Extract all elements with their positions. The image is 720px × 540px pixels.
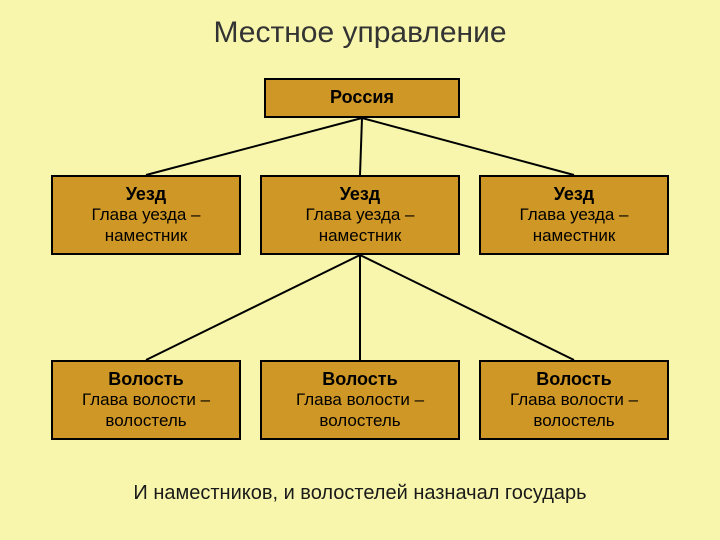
level3-sub2: волостель [533, 411, 614, 431]
level2-box-1: Уезд Глава уезда – наместник [260, 175, 460, 255]
level3-sub2: волостель [105, 411, 186, 431]
level2-title: Уезд [126, 184, 166, 206]
level2-title: Уезд [554, 184, 594, 206]
level3-sub1: Глава волости – [82, 390, 210, 410]
level2-sub1: Глава уезда – [519, 205, 628, 225]
level3-title: Волость [108, 369, 183, 391]
level2-box-2: Уезд Глава уезда – наместник [479, 175, 669, 255]
root-label: Россия [330, 87, 394, 109]
level3-box-0: Волость Глава волости – волостель [51, 360, 241, 440]
caption-text: И наместников, и волостелей назначал гос… [0, 482, 720, 505]
level3-title: Волость [536, 369, 611, 391]
level3-sub2: волостель [319, 411, 400, 431]
level2-sub2: наместник [319, 226, 402, 246]
level3-sub1: Глава волости – [296, 390, 424, 410]
level2-sub1: Глава уезда – [305, 205, 414, 225]
level2-box-0: Уезд Глава уезда – наместник [51, 175, 241, 255]
level2-sub2: наместник [105, 226, 188, 246]
level3-sub1: Глава волости – [510, 390, 638, 410]
level2-title: Уезд [340, 184, 380, 206]
level3-box-2: Волость Глава волости – волостель [479, 360, 669, 440]
level2-sub2: наместник [533, 226, 616, 246]
slide: Местное управление Россия Уезд Глава уез… [0, 0, 720, 540]
level2-sub1: Глава уезда – [91, 205, 200, 225]
root-box: Россия [264, 78, 460, 118]
level3-title: Волость [322, 369, 397, 391]
level3-box-1: Волость Глава волости – волостель [260, 360, 460, 440]
slide-title: Местное управление [0, 16, 720, 50]
